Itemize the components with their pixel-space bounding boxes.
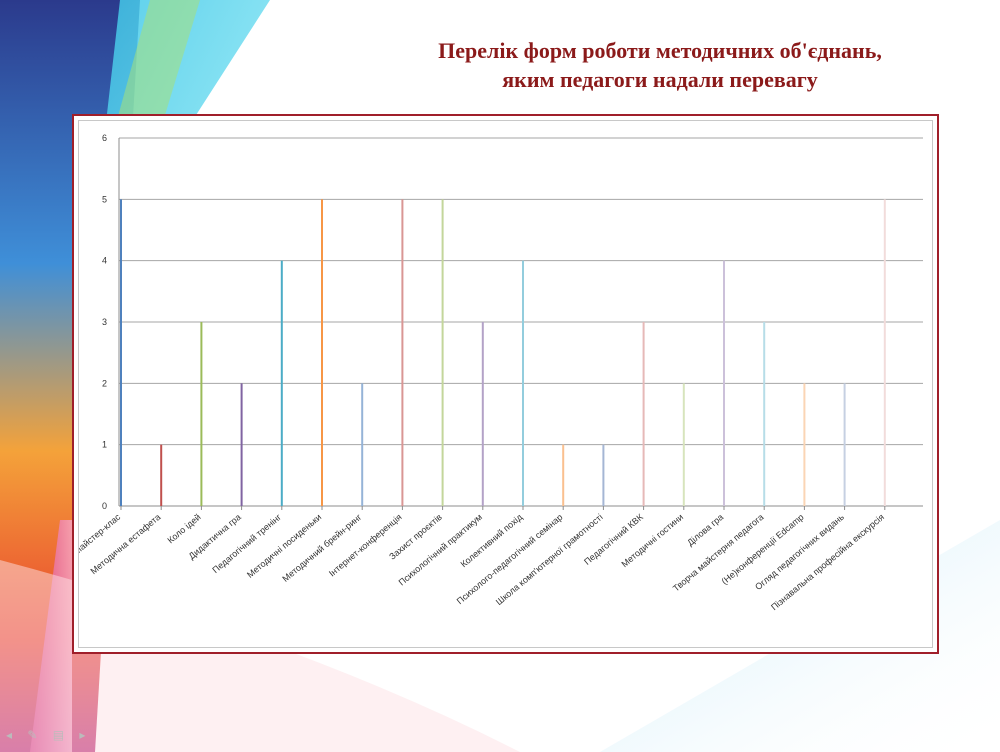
bar-12 [562, 444, 565, 506]
bar-20 [883, 199, 886, 506]
bar-19 [843, 383, 846, 506]
bar-8 [401, 199, 404, 506]
y-tick-label: 5 [102, 194, 107, 204]
x-tick-label: Методичний брейн-ринг [280, 511, 364, 583]
x-tick-label: Методичні посиденьки [245, 512, 323, 580]
y-tick-label: 6 [102, 133, 107, 143]
bar-14 [642, 322, 645, 506]
y-tick-label: 2 [102, 378, 107, 388]
bar-3 [200, 322, 203, 506]
bar-17 [763, 322, 766, 506]
chart-area: 0 1 2 3 4 5 6 Майстер-клас Методична естафета Кол… [78, 120, 933, 648]
x-tick-label: Ділова гра [685, 512, 725, 548]
slide-title-line-2: яким педагоги надали перевагу [502, 67, 818, 92]
y-tick-label: 4 [102, 256, 107, 266]
bar-5 [280, 260, 283, 506]
bar-15 [682, 383, 685, 506]
bar-13 [602, 444, 605, 506]
x-tick-label: Методична естафета [88, 512, 162, 576]
y-tick-label: 1 [102, 440, 107, 450]
slide-title: Перелік форм роботи методичних об'єднань… [380, 36, 940, 94]
slide-title-line-1: Перелік форм роботи методичних об'єднань… [438, 38, 882, 63]
x-tick-label: Педагогічний тренінг [210, 511, 283, 575]
bar-1 [120, 199, 122, 506]
bar-16 [723, 260, 725, 506]
y-tick-label: 3 [102, 317, 107, 327]
chart-frame: 0 1 2 3 4 5 6 Майстер-клас Методична естафета Кол… [72, 114, 939, 654]
x-tick-label: Інтернет-конференція [327, 512, 404, 579]
bar-9 [441, 199, 444, 506]
bar-4 [240, 383, 243, 506]
bar-11 [522, 260, 524, 506]
x-tick-label: Коло ідей [165, 512, 202, 546]
bar-18 [803, 383, 806, 506]
x-tick-label: Психологічний практикум [397, 512, 484, 588]
bar-10 [481, 322, 484, 506]
bar-2 [160, 444, 163, 506]
bar-6 [321, 199, 323, 506]
y-tick-label: 0 [102, 501, 107, 511]
bar-7 [361, 383, 364, 506]
slide-navigation-icons[interactable]: ◂ ✎ ▤ ▸ [6, 728, 92, 742]
